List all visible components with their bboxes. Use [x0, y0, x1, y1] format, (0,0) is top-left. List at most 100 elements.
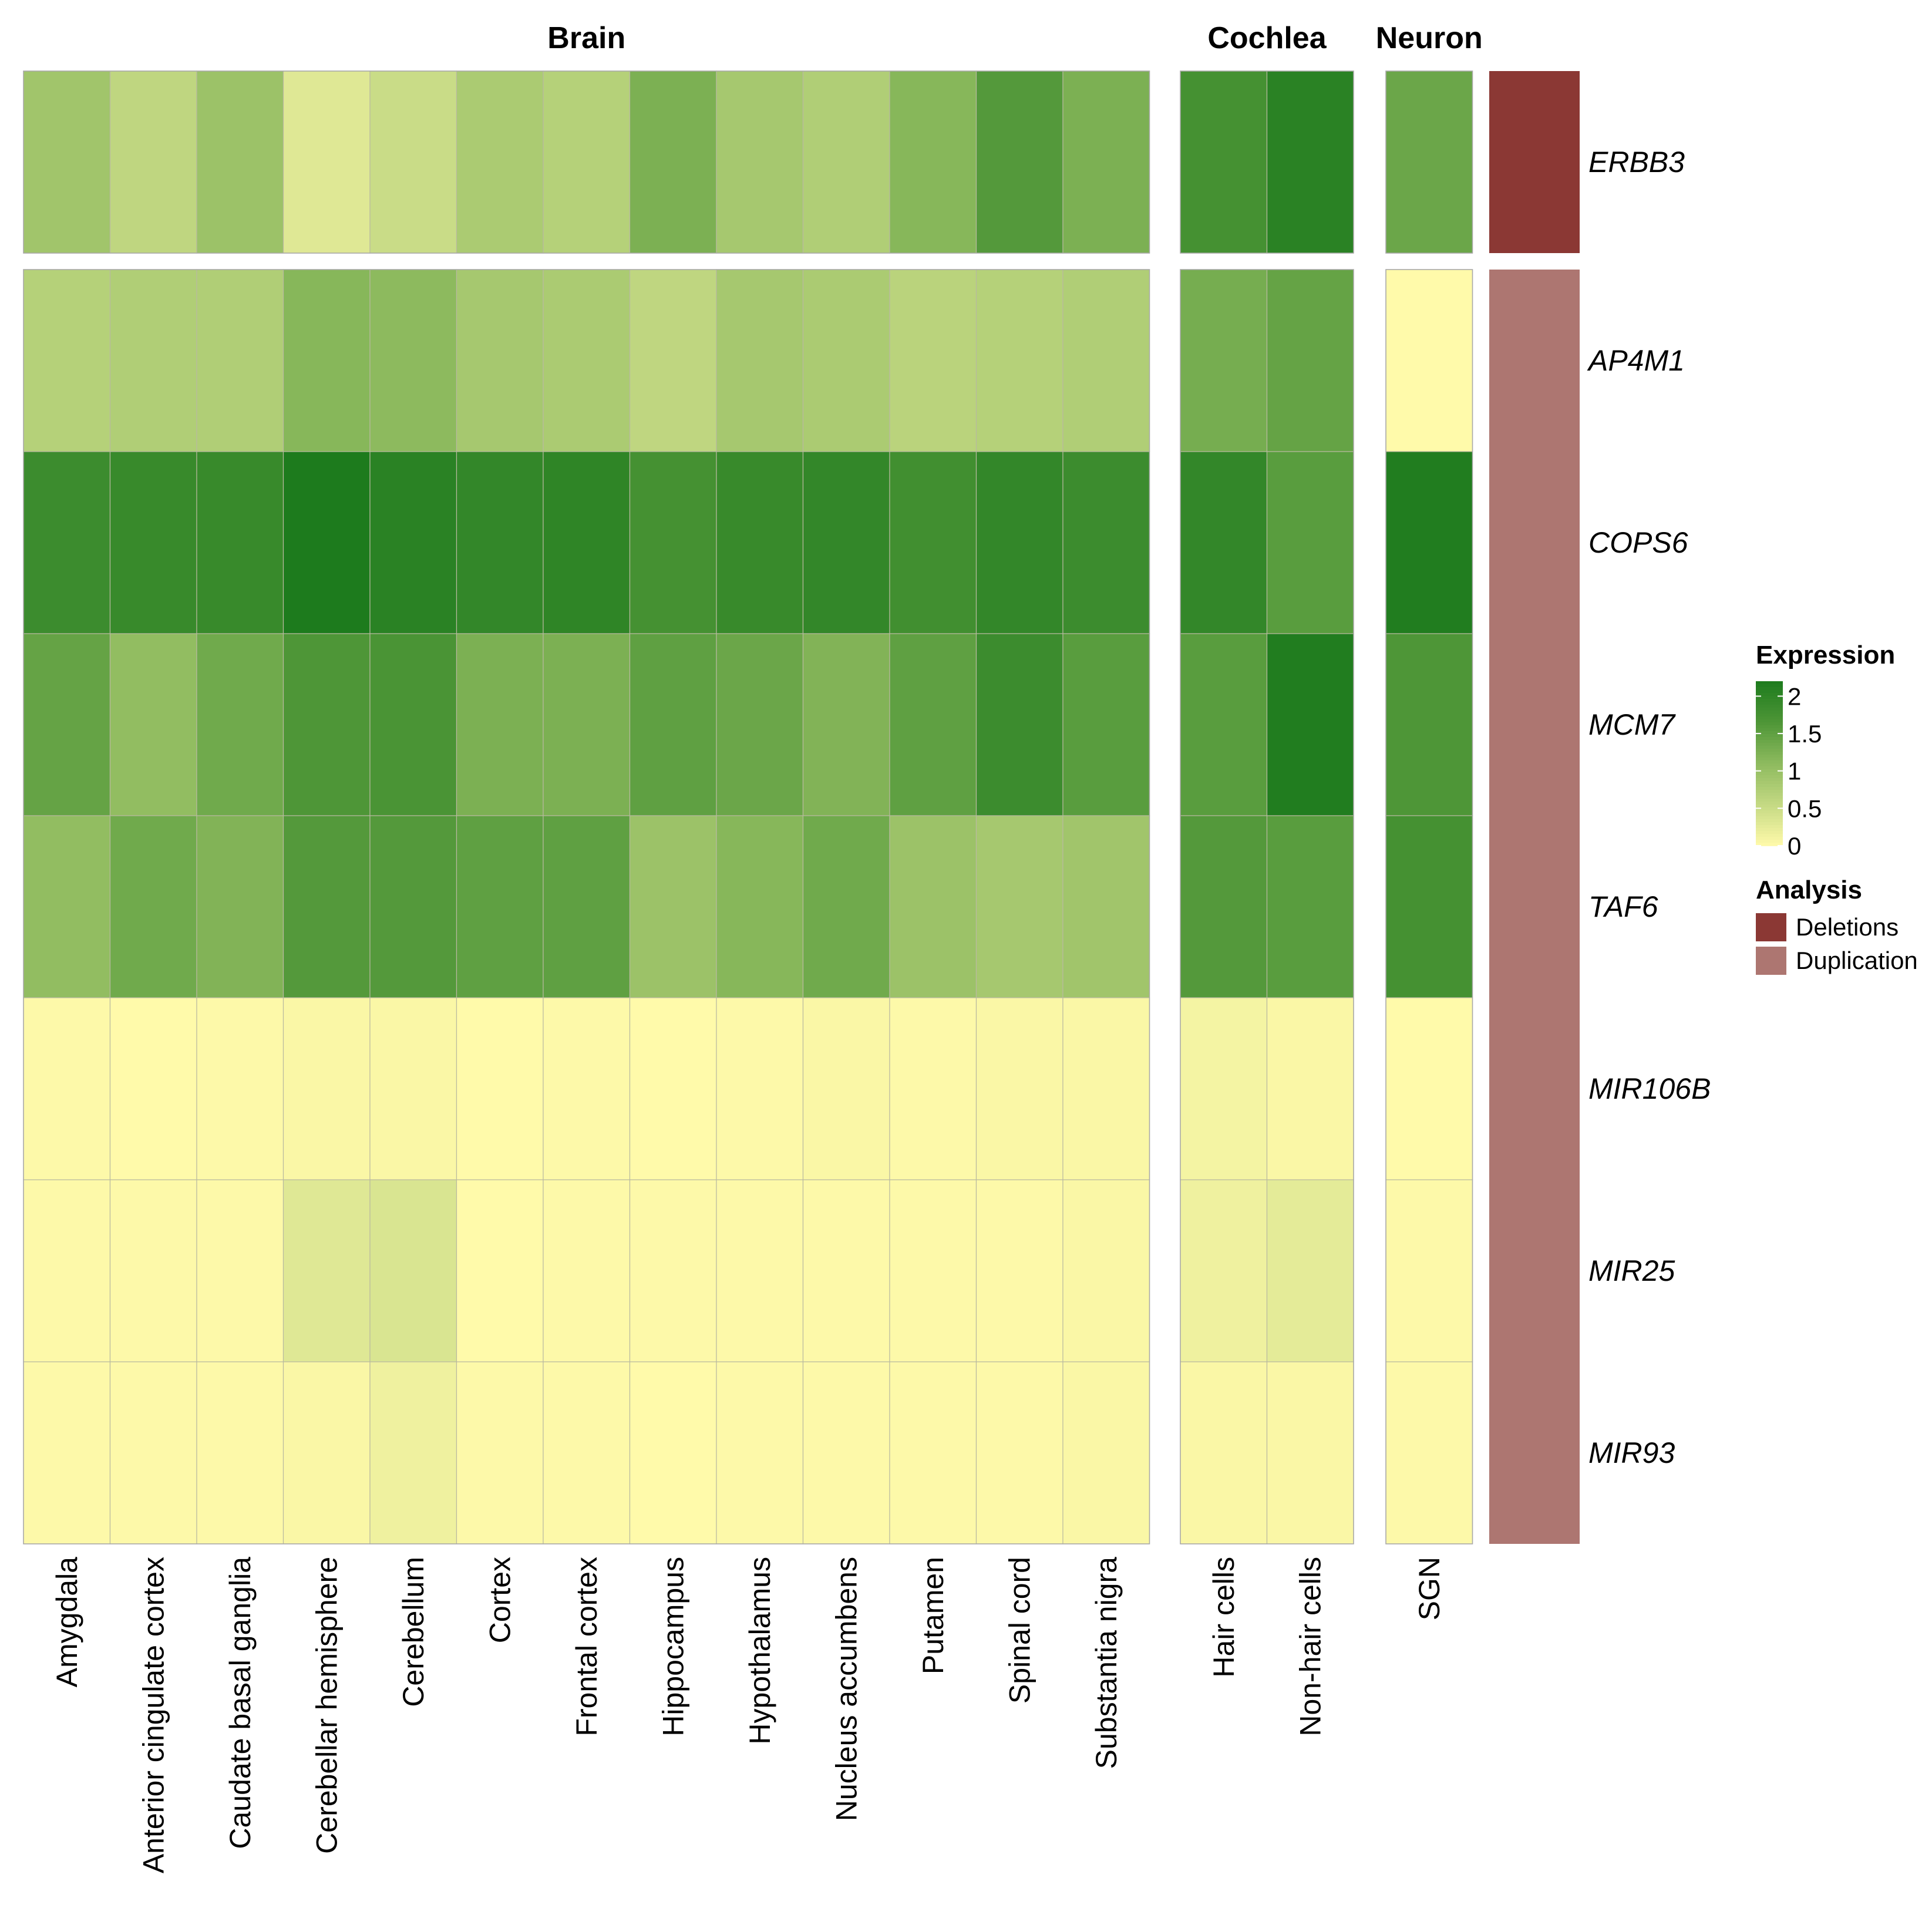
expression-scale-segment — [1756, 796, 1783, 799]
cell-mcm7-nucleus-accumbens — [802, 633, 890, 816]
cell-mir93-anterior-cingulate-cortex — [109, 1361, 197, 1544]
cell-mir25-cerebellar-hemisphere — [282, 1179, 371, 1362]
legend: Expression 21.510.50 Analysis DeletionsD… — [1756, 641, 1918, 975]
column-label-anterior-cingulate-cortex: Anterior cingulate cortex — [137, 1557, 170, 1873]
cell-cops6-hippocampus — [629, 451, 717, 634]
cell-erbb3-nucleus-accumbens — [802, 70, 890, 254]
expression-tick-label-2: 2 — [1788, 682, 1801, 710]
cell-mcm7-caudate-basal-ganglia — [196, 633, 284, 816]
cell-taf6-nucleus-accumbens — [802, 815, 890, 998]
cell-ap4m1-substantia-nigra — [1062, 269, 1150, 452]
cell-mir93-frontal-cortex — [543, 1361, 631, 1544]
cell-taf6-cerebellar-hemisphere — [282, 815, 371, 998]
expression-scale-segment — [1756, 810, 1783, 814]
cell-mir106b-hair-cells — [1180, 997, 1268, 1180]
expression-scale-segment — [1756, 719, 1783, 723]
cell-taf6-cerebellum — [369, 815, 457, 998]
cell-erbb3-cerebellar-hemisphere — [282, 70, 371, 254]
cell-cops6-cerebellum — [369, 451, 457, 634]
cell-mir25-cortex — [456, 1179, 544, 1362]
column-label-cerebellar-hemisphere: Cerebellar hemisphere — [310, 1557, 343, 1854]
cell-mir25-substantia-nigra — [1062, 1179, 1150, 1362]
cell-erbb3-caudate-basal-ganglia — [196, 70, 284, 254]
cell-mir25-hair-cells — [1180, 1179, 1268, 1362]
cell-cops6-frontal-cortex — [543, 451, 631, 634]
cell-mir93-hippocampus — [629, 1361, 717, 1544]
expression-scale-segment — [1756, 790, 1783, 793]
cell-taf6-sgn — [1385, 815, 1473, 998]
cell-cops6-putamen — [889, 451, 977, 634]
expression-scale-segment — [1756, 816, 1783, 820]
expression-scale-segment — [1756, 740, 1783, 743]
analysis-legend-title: Analysis — [1756, 876, 1862, 904]
analysis-legend-items: Deletions Duplication — [1756, 913, 1918, 975]
cell-mir93-hypothalamus — [716, 1361, 804, 1544]
cell-erbb3-hypothalamus — [716, 70, 804, 254]
cell-mcm7-hypothalamus — [716, 633, 804, 816]
cell-mir93-amygdala — [23, 1361, 111, 1544]
expression-scale-segment — [1756, 831, 1783, 834]
cell-mcm7-hair-cells — [1180, 633, 1268, 816]
cell-mir106b-sgn — [1385, 997, 1473, 1180]
cell-taf6-non-hair-cells — [1266, 815, 1354, 998]
cell-mir25-caudate-basal-ganglia — [196, 1179, 284, 1362]
expression-scale-segment — [1756, 681, 1783, 685]
cell-mir93-cerebellar-hemisphere — [282, 1361, 371, 1544]
cell-mir25-non-hair-cells — [1266, 1179, 1354, 1362]
cell-mir106b-putamen — [889, 997, 977, 1180]
cell-taf6-hippocampus — [629, 815, 717, 998]
cell-mir93-cortex — [456, 1361, 544, 1544]
expression-scale-segment — [1756, 690, 1783, 694]
expression-scale-segment — [1756, 840, 1783, 843]
cell-mcm7-spinal-cord — [975, 633, 1063, 816]
expression-tick-label-0: 0 — [1788, 832, 1801, 860]
expression-tick-label-1-5: 1.5 — [1788, 720, 1822, 748]
cell-mir106b-hypothalamus — [716, 997, 804, 1180]
cell-cops6-cortex — [456, 451, 544, 634]
column-label-nucleus-accumbens: Nucleus accumbens — [830, 1557, 863, 1821]
cell-erbb3-cortex — [456, 70, 544, 254]
cell-ap4m1-caudate-basal-ganglia — [196, 269, 284, 452]
expression-scale-segment — [1756, 746, 1783, 749]
expression-scale-segment — [1756, 807, 1783, 811]
cell-mcm7-frontal-cortex — [543, 633, 631, 816]
cell-mir106b-nucleus-accumbens — [802, 997, 890, 1180]
cell-erbb3-non-hair-cells — [1266, 70, 1354, 254]
cell-mcm7-cerebellum — [369, 633, 457, 816]
cell-cops6-nucleus-accumbens — [802, 451, 890, 634]
expression-scale-segment — [1756, 749, 1783, 752]
row-labels: ERBB3 AP4M1 COPS6 MCM7 TAF6 MIR106B MIR25 MIR93 — [1587, 146, 1711, 1469]
expression-scale-segment — [1756, 743, 1783, 746]
row-label-mir25: MIR25 — [1588, 1254, 1675, 1287]
cell-mir93-sgn — [1385, 1361, 1473, 1544]
cell-mcm7-hippocampus — [629, 633, 717, 816]
group-title-neuron: Neuron — [1376, 21, 1483, 55]
expression-scale-segment — [1756, 766, 1783, 770]
cell-ap4m1-hypothalamus — [716, 269, 804, 452]
cell-mcm7-amygdala — [23, 633, 111, 816]
expression-scale-segment — [1756, 825, 1783, 829]
cell-ap4m1-nucleus-accumbens — [802, 269, 890, 452]
analysis-key-duplication — [1756, 947, 1786, 975]
cell-cops6-substantia-nigra — [1062, 451, 1150, 634]
expression-scale-segment — [1756, 778, 1783, 782]
column-label-cerebellum: Cerebellum — [397, 1557, 430, 1707]
expression-scale-segment — [1756, 758, 1783, 761]
column-label-non-hair-cells: Non-hair cells — [1294, 1557, 1327, 1736]
expression-scale-segment — [1756, 716, 1783, 720]
expression-scale-segment — [1756, 684, 1783, 688]
panel-border-neuron-block-2 — [1385, 269, 1473, 1544]
group-titles: Brain Cochlea Neuron — [547, 21, 1482, 55]
cell-mir93-caudate-basal-ganglia — [196, 1361, 284, 1544]
cell-mir25-cerebellum — [369, 1179, 457, 1362]
cell-mir93-non-hair-cells — [1266, 1361, 1354, 1544]
expression-scale-segment — [1756, 799, 1783, 802]
column-label-spinal-cord: Spinal cord — [1003, 1557, 1036, 1704]
cell-mir93-cerebellum — [369, 1361, 457, 1544]
expression-scale-segment — [1756, 828, 1783, 832]
panel-borders — [23, 70, 1473, 1544]
expression-scale-segment — [1756, 737, 1783, 741]
expression-scale-segment — [1756, 784, 1783, 788]
cell-taf6-frontal-cortex — [543, 815, 631, 998]
cell-ap4m1-sgn — [1385, 269, 1473, 452]
